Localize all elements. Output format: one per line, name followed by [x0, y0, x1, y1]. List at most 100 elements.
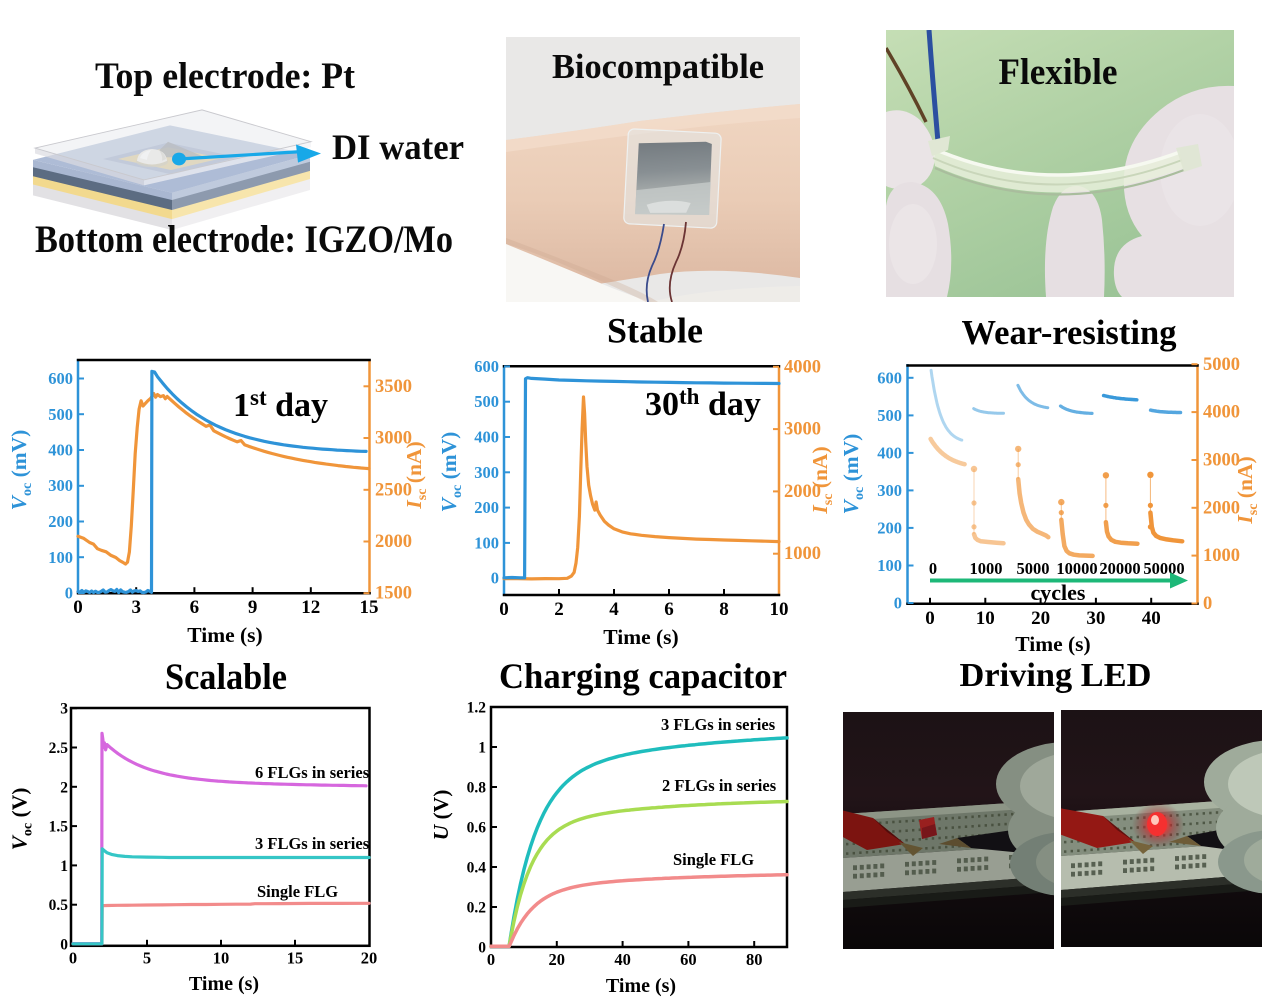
svg-text:1500: 1500	[375, 584, 412, 604]
svg-text:2 FLGs in series: 2 FLGs in series	[662, 776, 777, 795]
svg-text:0: 0	[929, 559, 937, 578]
svg-text:9: 9	[248, 597, 258, 618]
svg-text:Single FLG: Single FLG	[257, 882, 338, 901]
svg-text:600: 600	[877, 368, 902, 387]
svg-text:5000: 5000	[1203, 355, 1240, 375]
svg-text:2.5: 2.5	[49, 740, 69, 757]
svg-text:1000: 1000	[1203, 546, 1240, 566]
svg-text:40: 40	[614, 950, 631, 969]
svg-text:0: 0	[69, 949, 77, 968]
svg-text:15: 15	[360, 597, 379, 618]
svg-text:0: 0	[894, 594, 902, 613]
svg-text:0: 0	[499, 599, 509, 620]
svg-text:1.2: 1.2	[467, 700, 487, 717]
svg-text:3000: 3000	[784, 420, 821, 440]
svg-text:Isc (nA): Isc (nA)	[808, 446, 836, 514]
svg-text:200: 200	[877, 518, 902, 537]
svg-text:Isc (nA): Isc (nA)	[1233, 456, 1261, 524]
svg-text:40: 40	[1142, 608, 1161, 629]
svg-text:1.5: 1.5	[49, 819, 69, 836]
svg-text:0.2: 0.2	[467, 900, 487, 917]
svg-text:2: 2	[60, 779, 68, 796]
svg-text:6: 6	[664, 599, 674, 620]
svg-text:4: 4	[609, 599, 619, 620]
svg-text:DI water: DI water	[332, 127, 464, 167]
svg-text:Scalable: Scalable	[165, 656, 287, 697]
svg-text:0: 0	[925, 608, 935, 629]
svg-text:80: 80	[746, 950, 763, 969]
svg-text:Time (s): Time (s)	[1015, 632, 1090, 656]
svg-text:U (V): U (V)	[429, 790, 453, 841]
svg-text:Biocompatible: Biocompatible	[552, 47, 764, 86]
svg-text:Time (s): Time (s)	[603, 625, 678, 649]
svg-text:12: 12	[301, 597, 320, 618]
svg-text:5: 5	[143, 949, 151, 968]
svg-text:10: 10	[770, 599, 789, 620]
svg-text:20000: 20000	[1099, 559, 1140, 578]
svg-text:2500: 2500	[375, 480, 412, 500]
svg-text:Time (s): Time (s)	[189, 973, 259, 995]
svg-text:1st day: 1st day	[233, 385, 328, 424]
svg-text:0: 0	[491, 569, 499, 588]
svg-text:3 FLGs in series: 3 FLGs in series	[255, 834, 370, 853]
svg-text:0: 0	[65, 584, 73, 603]
svg-text:2: 2	[554, 599, 564, 620]
svg-text:0: 0	[478, 940, 486, 957]
svg-text:Charging capacitor: Charging capacitor	[499, 656, 787, 696]
svg-text:Wear-resisting: Wear-resisting	[962, 313, 1177, 352]
svg-text:4000: 4000	[1203, 403, 1240, 423]
svg-text:500: 500	[474, 392, 499, 411]
svg-text:3000: 3000	[375, 429, 412, 449]
svg-text:600: 600	[48, 369, 73, 388]
svg-text:100: 100	[877, 556, 902, 575]
svg-text:2000: 2000	[1203, 498, 1240, 518]
svg-text:Stable: Stable	[607, 311, 703, 351]
svg-text:3500: 3500	[375, 377, 412, 397]
svg-text:cycles: cycles	[1031, 580, 1086, 605]
svg-text:0.8: 0.8	[467, 780, 487, 797]
svg-text:Bottom electrode: IGZO/Mo: Bottom electrode: IGZO/Mo	[35, 218, 453, 261]
svg-text:3 FLGs in series: 3 FLGs in series	[661, 715, 776, 734]
svg-text:500: 500	[48, 405, 73, 424]
svg-text:Voc (V): Voc (V)	[8, 788, 36, 851]
svg-text:400: 400	[48, 441, 73, 460]
svg-text:Voc (mV): Voc (mV)	[7, 430, 35, 511]
svg-text:6: 6	[190, 597, 200, 618]
svg-text:100: 100	[48, 548, 73, 567]
svg-text:15: 15	[287, 949, 304, 968]
svg-text:2000: 2000	[784, 482, 821, 502]
svg-text:300: 300	[48, 476, 73, 495]
svg-text:400: 400	[474, 428, 499, 447]
svg-text:300: 300	[877, 481, 902, 500]
svg-text:Isc (nA): Isc (nA)	[402, 441, 430, 509]
svg-text:0: 0	[487, 950, 495, 969]
svg-text:20: 20	[1031, 608, 1050, 629]
svg-text:3: 3	[60, 701, 68, 718]
svg-text:Voc (mV): Voc (mV)	[839, 434, 867, 515]
svg-text:3: 3	[131, 597, 141, 618]
svg-text:Voc (mV): Voc (mV)	[437, 432, 465, 513]
svg-text:30th day: 30th day	[645, 384, 761, 423]
svg-text:10000: 10000	[1056, 559, 1097, 578]
svg-text:Top electrode: Pt: Top electrode: Pt	[95, 56, 356, 97]
svg-text:5000: 5000	[1017, 559, 1050, 578]
svg-text:4000: 4000	[784, 357, 821, 377]
svg-text:Flexible: Flexible	[999, 52, 1118, 93]
svg-text:400: 400	[877, 443, 902, 462]
svg-text:0.6: 0.6	[467, 820, 487, 837]
svg-text:8: 8	[719, 599, 729, 620]
svg-text:200: 200	[48, 512, 73, 531]
svg-text:1000: 1000	[970, 559, 1003, 578]
svg-text:500: 500	[877, 406, 902, 425]
svg-text:60: 60	[680, 950, 697, 969]
svg-text:30: 30	[1086, 608, 1105, 629]
svg-text:20: 20	[361, 949, 378, 968]
svg-text:Time (s): Time (s)	[606, 975, 676, 997]
svg-text:20: 20	[549, 950, 566, 969]
svg-text:Driving LED: Driving LED	[960, 657, 1152, 694]
svg-text:0.5: 0.5	[49, 897, 69, 914]
svg-text:200: 200	[474, 498, 499, 517]
svg-text:1: 1	[60, 858, 68, 875]
svg-text:10: 10	[213, 949, 230, 968]
svg-text:1000: 1000	[784, 544, 821, 564]
